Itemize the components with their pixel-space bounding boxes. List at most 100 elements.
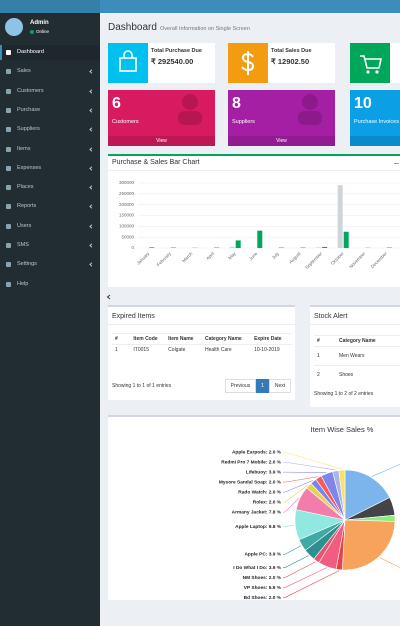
slice-label: I Do What I Do: 3.9 % bbox=[233, 565, 281, 571]
logo-bar bbox=[0, 0, 100, 13]
chart-title: Purchase & Sales Bar Chart bbox=[112, 159, 200, 166]
bar bbox=[343, 231, 349, 248]
column-header: Item Code bbox=[130, 333, 166, 345]
stock-box: Stock Alert # Category Name 1 Men Wears 2… bbox=[310, 305, 400, 407]
table-row: 2 Shoes bbox=[314, 365, 400, 384]
y-tick-label: 50000 bbox=[121, 234, 134, 239]
menu-item[interactable]: Dashboard bbox=[17, 49, 44, 55]
x-tick-label: April bbox=[205, 251, 215, 261]
x-tick-label: August bbox=[288, 250, 302, 264]
menu-item[interactable]: Suppliers bbox=[17, 126, 40, 133]
menu-icon bbox=[6, 204, 11, 210]
table-header: # Item Code Item Name Category Name Expi… bbox=[112, 333, 292, 345]
page-subtitle: Overall Information on Single Screen bbox=[160, 26, 250, 32]
box-label: Suppliers bbox=[232, 119, 255, 125]
column-header: # bbox=[112, 333, 131, 345]
cart-icon bbox=[360, 55, 382, 74]
slice-label: Rado Watch: 2.0 % bbox=[238, 489, 281, 495]
top-bar bbox=[100, 0, 400, 13]
cell: Men Wears bbox=[336, 346, 400, 366]
bar bbox=[149, 247, 155, 248]
menu-item[interactable]: Users bbox=[17, 222, 32, 229]
slice-label: Armany Jacket: 7.8 % bbox=[232, 509, 282, 515]
x-tick-label: November bbox=[348, 251, 367, 270]
column-header: Category Name bbox=[336, 335, 400, 347]
bar bbox=[316, 247, 322, 248]
x-tick-label: March bbox=[181, 251, 194, 264]
slice-label: Apple PC: 3.9 % bbox=[244, 552, 281, 558]
info-icon-bg bbox=[350, 43, 390, 83]
info-value: ₹ 12902.50 bbox=[271, 57, 310, 66]
cell: Shoes bbox=[336, 365, 400, 384]
leader-line bbox=[283, 476, 319, 483]
chart-title: Item Wise Sales % bbox=[311, 425, 374, 434]
menu-icon bbox=[6, 223, 11, 229]
menu-item[interactable]: Items bbox=[17, 145, 31, 152]
x-tick-label: February bbox=[156, 250, 173, 267]
info-label: Total Purchase Due bbox=[151, 48, 202, 54]
table-header: # Category Name bbox=[314, 335, 400, 347]
bar bbox=[229, 246, 235, 248]
view-link[interactable]: View bbox=[108, 136, 215, 146]
box-label: Customers bbox=[112, 119, 139, 125]
slice-label: Redmi Pro 7 Mobile: 2.0 % bbox=[221, 459, 281, 465]
bar bbox=[337, 185, 343, 248]
menu-item[interactable]: Help bbox=[17, 280, 29, 287]
y-tick-label: 300000 bbox=[119, 180, 135, 185]
view-link[interactable]: View bbox=[228, 136, 335, 146]
pie-slice bbox=[342, 519, 396, 571]
box-label: Purchase Invoices bbox=[354, 119, 399, 125]
info-box: Total Purchase Due ₹ 292540.00 bbox=[108, 43, 215, 83]
leader-line bbox=[283, 570, 340, 598]
page-button[interactable]: 1 bbox=[256, 379, 269, 393]
prev-button[interactable]: Previous bbox=[225, 379, 256, 393]
menu-item[interactable]: Settings bbox=[17, 261, 37, 268]
dollar-icon bbox=[241, 51, 255, 75]
small-box: 6 Customers View bbox=[108, 90, 215, 146]
menu-item[interactable]: Purchase bbox=[17, 106, 41, 113]
chevron[interactable] bbox=[106, 294, 112, 300]
next-button[interactable]: Next bbox=[269, 379, 291, 393]
avatar bbox=[5, 18, 23, 36]
slice-label: Bd Shoes: 2.0 % bbox=[244, 595, 282, 601]
slice-label: Apple Earpods: 2.0 % bbox=[232, 449, 282, 455]
divider bbox=[310, 324, 400, 325]
pie-slice bbox=[344, 469, 391, 521]
menu-item[interactable]: Customers bbox=[17, 87, 44, 94]
menu-icon bbox=[6, 50, 11, 55]
divider bbox=[108, 324, 295, 325]
slice-label: Lifebuoy: 3.9 % bbox=[246, 469, 282, 475]
leader-line bbox=[283, 567, 327, 588]
x-tick-label: September bbox=[304, 251, 323, 270]
bar-chart-box bbox=[108, 154, 400, 287]
y-tick-label: 100000 bbox=[119, 224, 135, 229]
menu-item[interactable]: SMS bbox=[17, 242, 29, 248]
menu-icon bbox=[6, 127, 11, 133]
collapse-icon[interactable] bbox=[394, 163, 399, 164]
menu-item[interactable]: Expenses bbox=[17, 164, 42, 171]
menu-item[interactable]: Reports bbox=[17, 203, 37, 210]
divider bbox=[108, 170, 400, 171]
menu-item[interactable]: Sales bbox=[17, 68, 31, 75]
status-dot bbox=[30, 30, 34, 34]
box-count: 10 bbox=[354, 95, 372, 112]
leader-line bbox=[283, 561, 316, 578]
column-header: # bbox=[314, 335, 336, 347]
x-tick-label: June bbox=[248, 251, 259, 262]
menu-icon bbox=[6, 281, 11, 287]
column-header: Item Name bbox=[165, 333, 202, 345]
cell: 10-10-2019 bbox=[251, 344, 292, 355]
expired-table: # Item Code Item Name Category Name Expi… bbox=[112, 333, 292, 355]
menu-icon bbox=[6, 165, 11, 171]
leader-line bbox=[283, 497, 300, 513]
leader-line bbox=[283, 451, 342, 470]
menu-item[interactable]: Places bbox=[17, 184, 34, 191]
y-tick-label: 150000 bbox=[119, 213, 135, 218]
info-box: Total Sales Due ₹ 12902.50 bbox=[228, 43, 335, 83]
leader-line bbox=[283, 461, 336, 471]
slice-label: VP Shoes: 5.9 % bbox=[244, 585, 282, 591]
slice-label: NM Shoes: 2.0 % bbox=[243, 575, 282, 581]
user-status: Online bbox=[36, 29, 50, 34]
x-tick-label: January bbox=[135, 250, 150, 265]
